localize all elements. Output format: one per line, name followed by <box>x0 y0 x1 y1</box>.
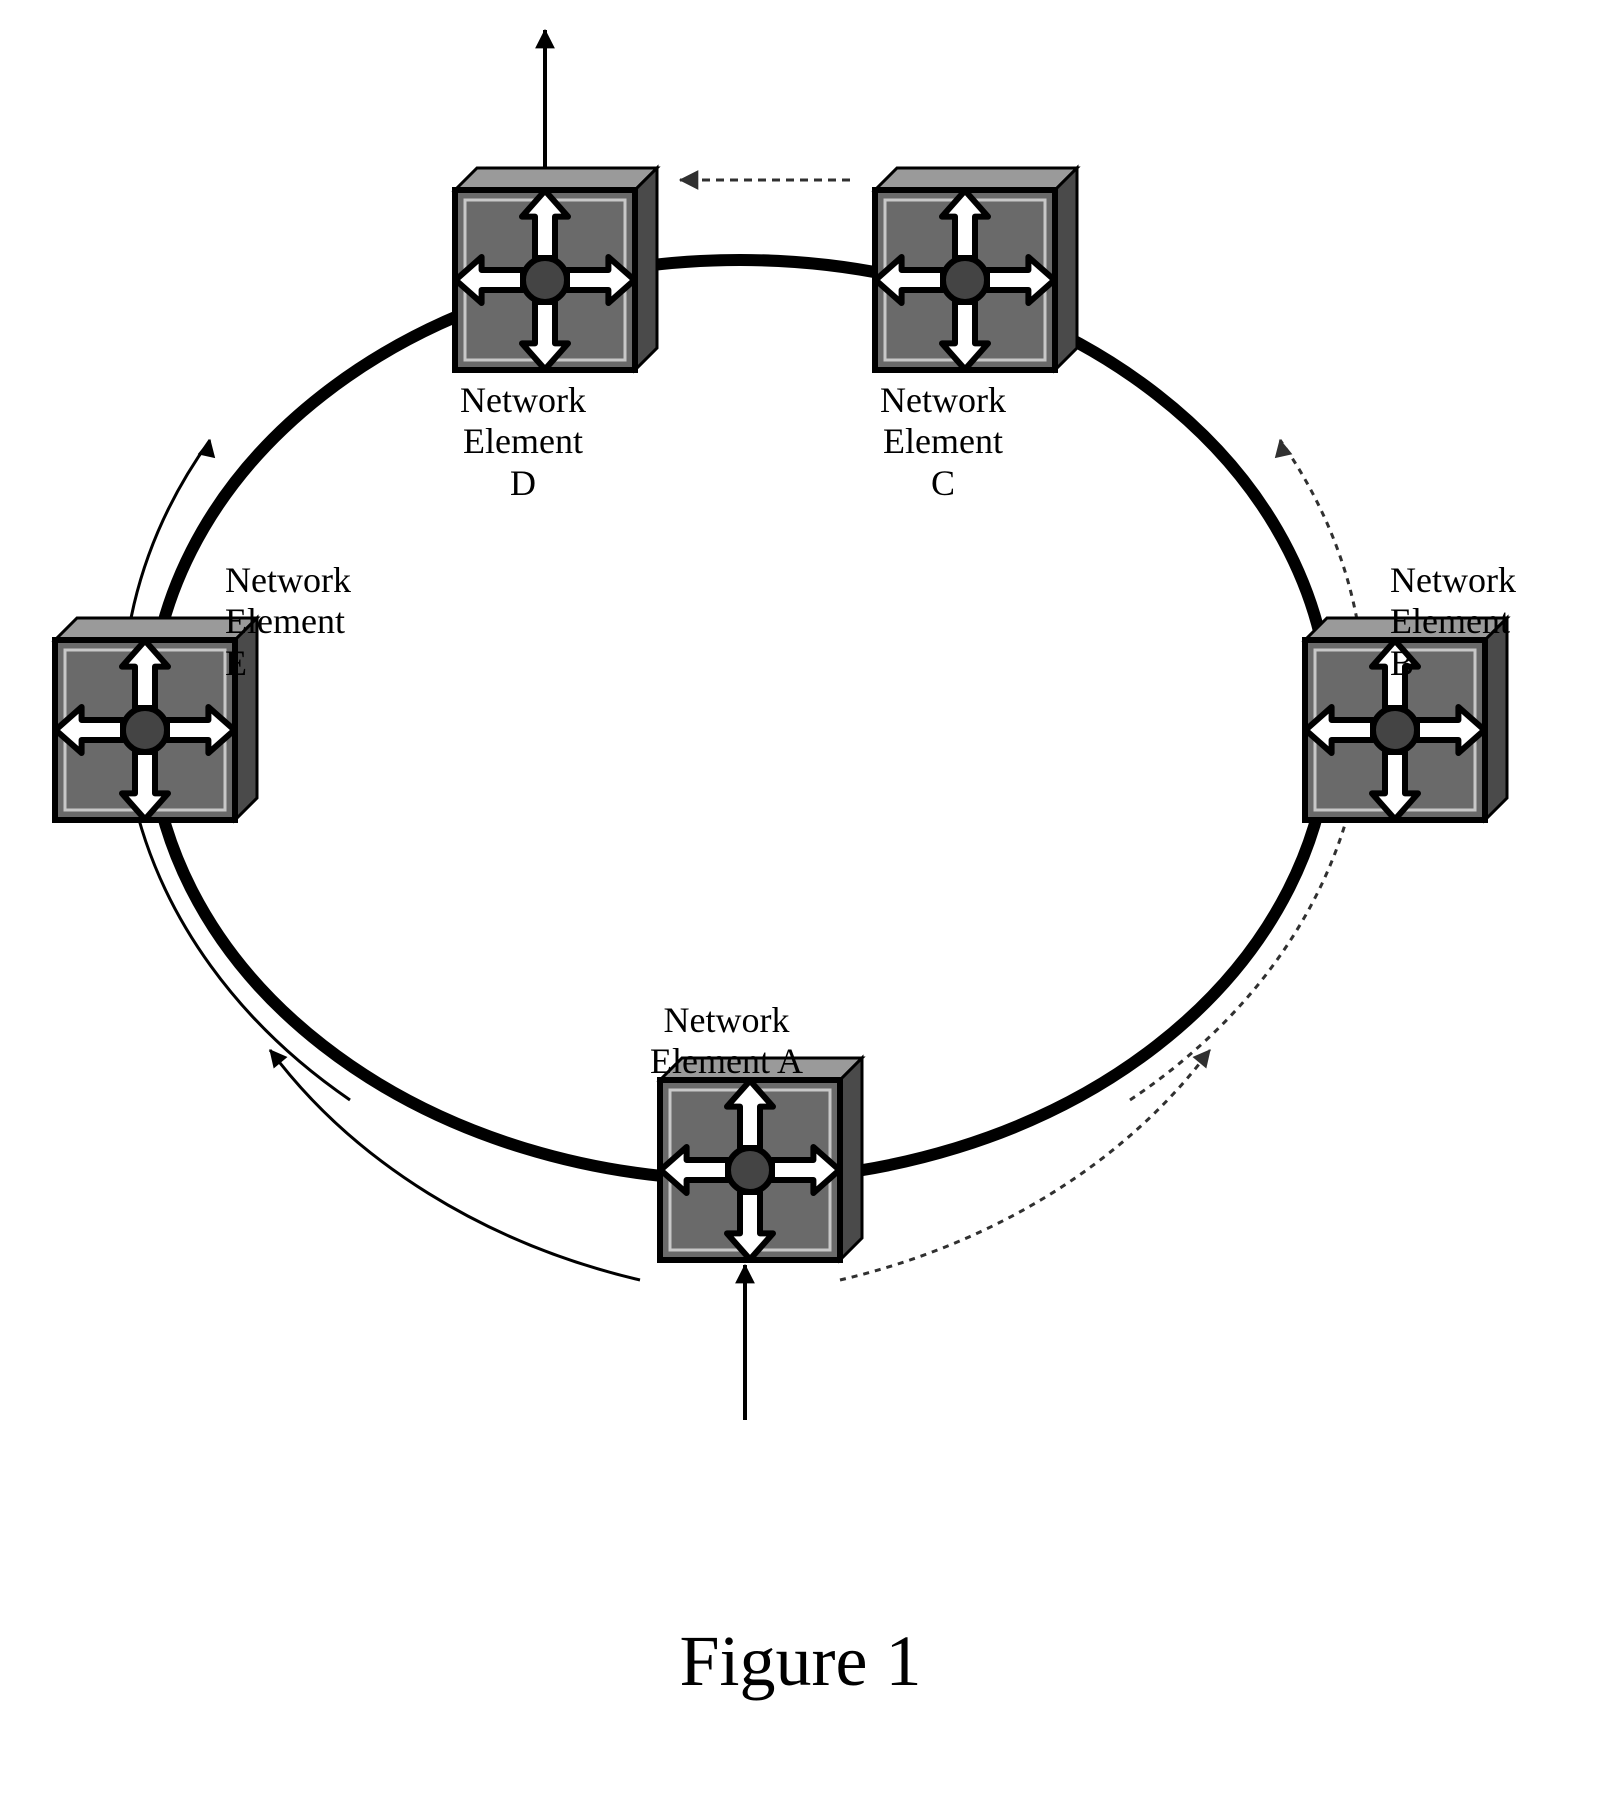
network-element-a-label: Network Element A <box>650 1000 803 1083</box>
network-element-b-label-line: Element <box>1390 601 1510 641</box>
network-element-c-icon <box>875 168 1077 370</box>
network-element-b-label-line: B <box>1390 643 1414 683</box>
network-element-b-label: Network Element B <box>1390 560 1516 684</box>
network-element-c-label: Network Element C <box>880 380 1006 504</box>
network-element-a-label-line: Network <box>664 1000 790 1040</box>
network-element-d-label-line: D <box>510 463 536 503</box>
network-element-c-label-line: Element <box>883 421 1003 461</box>
figure-caption: Figure 1 <box>0 1620 1601 1703</box>
network-element-e-label: Network Element E <box>225 560 351 684</box>
network-element-c-label-line: Network <box>880 380 1006 420</box>
network-element-a-label-line: Element A <box>650 1041 803 1081</box>
network-element-b-label-line: Network <box>1390 560 1516 600</box>
network-element-d-label-line: Element <box>463 421 583 461</box>
network-element-d-label-line: Network <box>460 380 586 420</box>
network-element-e-label-line: E <box>225 643 247 683</box>
network-element-d-icon <box>455 168 657 370</box>
nodes-layer <box>0 0 1601 1793</box>
figure-canvas: Network Element ANetwork Element BNetwor… <box>0 0 1601 1793</box>
network-element-c-label-line: C <box>931 463 955 503</box>
network-element-e-label-line: Element <box>225 601 345 641</box>
network-element-d-label: Network Element D <box>460 380 586 504</box>
network-element-e-label-line: Network <box>225 560 351 600</box>
network-element-a-icon <box>660 1058 862 1260</box>
nodes-group <box>55 168 1507 1260</box>
